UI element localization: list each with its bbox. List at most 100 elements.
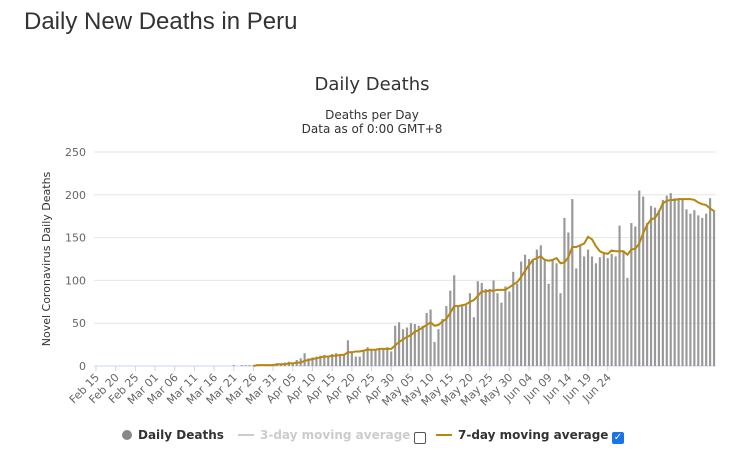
bar[interactable] <box>335 353 338 366</box>
bar[interactable] <box>693 210 696 366</box>
bar[interactable] <box>437 329 440 366</box>
bar[interactable] <box>362 351 365 366</box>
bar[interactable] <box>358 356 361 366</box>
bar[interactable] <box>520 261 523 366</box>
bar[interactable] <box>527 259 531 366</box>
bar[interactable] <box>649 205 653 366</box>
bar[interactable] <box>610 253 613 366</box>
legend-3day-average[interactable]: 3-day moving average <box>238 428 410 442</box>
bar[interactable] <box>512 271 515 366</box>
bar[interactable] <box>567 232 570 366</box>
bar[interactable] <box>523 254 527 366</box>
bar[interactable] <box>500 302 503 366</box>
bar[interactable] <box>701 217 704 366</box>
bar[interactable] <box>539 245 542 366</box>
checkbox-3day-average[interactable] <box>414 432 426 444</box>
bar[interactable] <box>390 351 393 366</box>
bar[interactable] <box>677 198 680 366</box>
bar[interactable] <box>413 324 416 366</box>
bar[interactable] <box>551 259 554 366</box>
bar[interactable] <box>709 198 712 366</box>
bar[interactable] <box>579 245 582 366</box>
bar[interactable] <box>315 356 318 366</box>
bar[interactable] <box>673 198 676 366</box>
bar[interactable] <box>697 215 700 366</box>
bar[interactable] <box>492 280 495 366</box>
bar[interactable] <box>543 259 546 366</box>
bar[interactable] <box>338 354 342 366</box>
bar[interactable] <box>689 213 692 366</box>
bar[interactable] <box>386 347 389 366</box>
bar[interactable] <box>547 283 550 366</box>
bar[interactable] <box>705 213 708 366</box>
bar[interactable] <box>382 348 385 366</box>
bar[interactable] <box>642 196 645 366</box>
bar[interactable] <box>583 256 586 366</box>
bar[interactable] <box>653 207 657 366</box>
bar[interactable] <box>464 305 468 366</box>
bar[interactable] <box>374 349 377 366</box>
bar[interactable] <box>480 282 483 366</box>
bar[interactable] <box>398 322 401 366</box>
bar[interactable] <box>555 263 558 366</box>
bar[interactable] <box>484 288 487 366</box>
bar[interactable] <box>409 323 412 366</box>
bar[interactable] <box>712 210 716 366</box>
bar[interactable] <box>311 357 314 366</box>
bar[interactable] <box>681 198 684 366</box>
bar[interactable] <box>634 226 637 366</box>
bar[interactable] <box>307 358 310 366</box>
bar[interactable] <box>508 291 511 366</box>
bar[interactable] <box>417 325 420 366</box>
bar[interactable] <box>303 353 306 366</box>
bar[interactable] <box>594 263 598 366</box>
bar[interactable] <box>244 365 247 366</box>
bar[interactable] <box>669 193 672 366</box>
bar[interactable] <box>622 250 625 366</box>
bar[interactable] <box>327 355 330 366</box>
bar[interactable] <box>618 225 621 366</box>
bar[interactable] <box>449 290 452 366</box>
bar[interactable] <box>630 223 633 366</box>
bar[interactable] <box>425 312 428 366</box>
bar[interactable] <box>457 305 460 366</box>
bar[interactable] <box>646 223 649 366</box>
bar[interactable] <box>366 347 369 366</box>
bar[interactable] <box>240 365 243 366</box>
bar[interactable] <box>421 325 424 366</box>
bar[interactable] <box>685 209 688 366</box>
bar[interactable] <box>248 365 251 366</box>
bar[interactable] <box>657 210 661 366</box>
bar[interactable] <box>468 293 472 366</box>
bar[interactable] <box>350 351 353 366</box>
bar[interactable] <box>602 252 605 366</box>
bar[interactable] <box>614 256 617 366</box>
bar[interactable] <box>401 329 405 366</box>
bar[interactable] <box>405 327 409 366</box>
legend-daily-deaths[interactable]: Daily Deaths <box>122 428 224 442</box>
bar[interactable] <box>319 355 322 366</box>
bar[interactable] <box>531 259 535 366</box>
bar[interactable] <box>575 268 578 366</box>
bar[interactable] <box>453 275 456 366</box>
bar[interactable] <box>488 288 491 366</box>
bar[interactable] <box>342 354 346 366</box>
bar[interactable] <box>586 249 590 366</box>
bar[interactable] <box>665 195 668 366</box>
bar[interactable] <box>626 277 629 366</box>
bar[interactable] <box>378 349 381 366</box>
bar[interactable] <box>661 199 664 366</box>
bar[interactable] <box>323 354 326 366</box>
series-line-7day-average[interactable] <box>253 198 715 367</box>
bar[interactable] <box>535 249 538 366</box>
bar[interactable] <box>433 342 436 366</box>
bar[interactable] <box>370 350 373 366</box>
bar[interactable] <box>571 199 574 366</box>
bar[interactable] <box>460 306 464 366</box>
checkbox-7day-average[interactable]: ✓ <box>612 432 624 444</box>
bar[interactable] <box>504 286 507 366</box>
bar[interactable] <box>476 281 479 366</box>
bar[interactable] <box>638 190 641 366</box>
bar[interactable] <box>559 293 562 366</box>
bar[interactable] <box>354 356 357 366</box>
